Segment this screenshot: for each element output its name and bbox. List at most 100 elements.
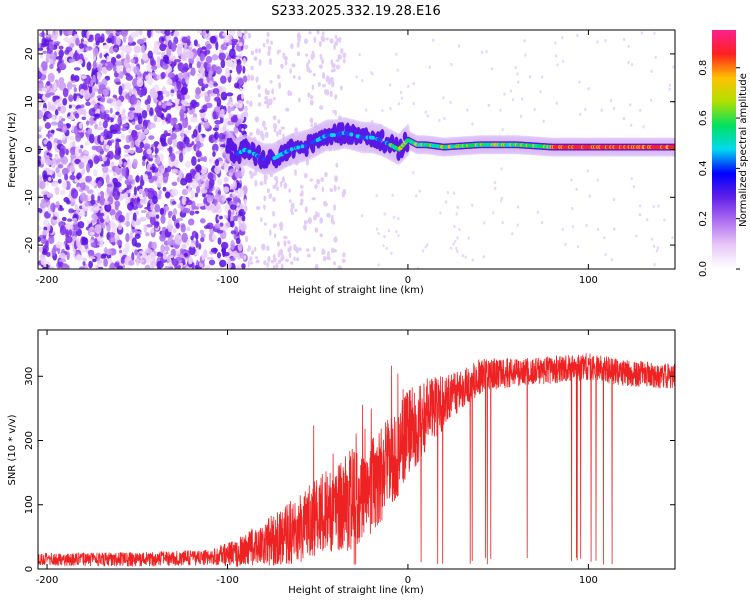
spectrogram-cell [74, 145, 81, 156]
spectrogram-cell [238, 208, 246, 217]
spectrogram-cell [283, 240, 287, 247]
spectrogram-cell [140, 210, 147, 214]
spectrogram-cell [176, 141, 184, 150]
spectrogram-cell [38, 93, 42, 100]
spectrogram-cell [309, 178, 313, 182]
spectrogram-cell [156, 260, 164, 269]
spectrogram-cell [41, 190, 49, 195]
spectrogram-cell [471, 258, 475, 262]
spectrogram-cell [396, 68, 399, 72]
spectrogram-cell [306, 248, 310, 252]
spectrogram-cell [326, 133, 331, 138]
spectrogram-cell [185, 173, 193, 183]
spectrogram-cell [170, 117, 176, 126]
spectrogram-cell [539, 90, 542, 94]
spectrogram-cell [452, 242, 455, 246]
spectrogram-cell [223, 186, 230, 193]
spectrogram-cell [77, 59, 83, 65]
spectrogram-cell [630, 176, 634, 181]
spectrogram-cell [296, 145, 301, 150]
spectrogram-cell [122, 108, 126, 115]
spectrogram-cell [136, 78, 144, 88]
spectrogram-cell [151, 65, 158, 71]
spectrogram-cell [540, 75, 544, 79]
snr-series-line [38, 353, 675, 567]
spectrogram-cell [170, 133, 177, 141]
spectrogram-cell [208, 259, 216, 266]
spectrogram-cell [225, 59, 234, 68]
spectrogram-cell [244, 44, 249, 50]
snr-panel: -200 -100 0 100 0 100 200 300 Height of straigh… [7, 329, 676, 596]
spectrogram-cell [561, 227, 564, 231]
spectrogram-cell [424, 110, 427, 114]
spectrogram-cell [236, 202, 240, 207]
spectrogram-cell [91, 100, 97, 105]
spectrogram-cell [99, 238, 104, 248]
spectrogram-cell [330, 80, 335, 88]
spectrogram-cell [181, 188, 188, 196]
spectrogram-cell [229, 189, 234, 193]
spectrogram-cell [227, 257, 231, 264]
spectrogram-cell [461, 254, 465, 258]
spectrogram-cell [205, 179, 210, 190]
spectrogram-cell [54, 211, 60, 218]
spectrogram-cell [114, 61, 123, 66]
spectrogram-cell [160, 138, 167, 147]
spectrogram-cell [115, 81, 121, 85]
spectrogram-cell [200, 173, 207, 182]
spectrogram-cell [194, 192, 199, 198]
spectrogram-cell [230, 230, 237, 235]
spectrogram-cell [143, 143, 151, 150]
spectrogram-cell [184, 94, 191, 100]
spectrogram-cell [104, 160, 111, 167]
spectrogram-cell [493, 181, 497, 185]
spectrogram-cell [51, 115, 56, 121]
spectrogram-cell [188, 62, 193, 69]
spectrogram-cell [341, 190, 346, 198]
spectrogram-cell [464, 255, 467, 259]
spectrogram-cell [114, 233, 118, 239]
spectrogram-cell [113, 190, 120, 201]
spectrogram-cell [257, 102, 262, 107]
spectrogram-cell [144, 248, 153, 254]
spectrogram-cell [199, 218, 206, 224]
spectrogram-cell [160, 168, 165, 174]
spectrogram-cell [399, 90, 403, 95]
spectrogram-cell [76, 104, 82, 109]
spectrogram-cell [219, 108, 225, 119]
spectrogram-cell [499, 199, 503, 203]
spectrogram-cell [103, 128, 109, 137]
spectrogram-cell [73, 87, 78, 93]
spectrogram-y-tick-label: -10 [24, 189, 35, 205]
spectrogram-cell [622, 116, 626, 121]
spectrogram-cell [117, 223, 123, 231]
spectrogram-cell [268, 193, 273, 199]
spectrogram-cell [100, 96, 106, 103]
spectrogram-cell [86, 61, 92, 71]
spectrogram-cell [151, 241, 157, 250]
spectrogram-cell [72, 108, 76, 112]
spectrogram-cell [291, 63, 296, 68]
spectrogram-cell [41, 107, 48, 112]
spectrogram-cell [243, 57, 246, 65]
spectrogram-cell [176, 80, 182, 90]
spectrogram-cell [244, 235, 249, 243]
spectrogram-cell [145, 74, 153, 81]
spectrogram-cell [146, 30, 152, 39]
spectrogram-cell [290, 261, 294, 265]
spectrogram-cell [418, 189, 421, 193]
spectrogram-cell [85, 120, 90, 126]
spectrogram-cell [277, 119, 281, 124]
spectrogram-cell [74, 113, 80, 119]
spectrogram-cell [242, 34, 247, 40]
spectrogram-cell [78, 266, 85, 269]
spectrogram-cell [48, 41, 54, 51]
spectrogram-cell [333, 204, 336, 211]
spectrogram-cell [308, 31, 312, 35]
spectrogram-cell [639, 108, 642, 112]
spectrogram-cell [41, 37, 47, 46]
spectrogram-cell [129, 149, 135, 154]
spectrogram-cell [77, 221, 85, 229]
spectrogram-cell [123, 59, 128, 68]
spectrogram-cell [294, 169, 297, 177]
